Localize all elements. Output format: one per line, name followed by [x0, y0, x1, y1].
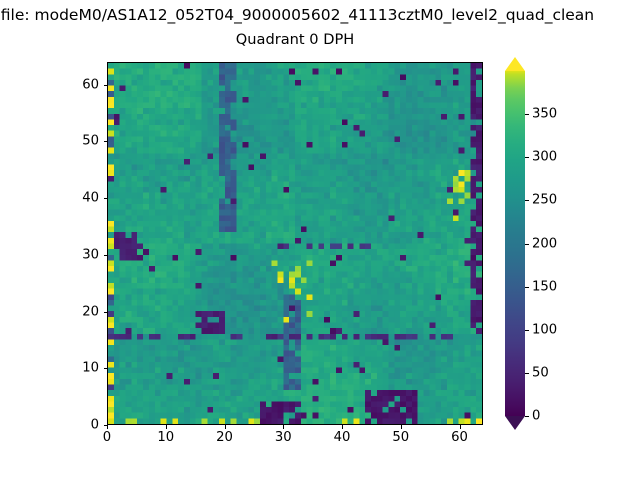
x-tick-mark — [224, 425, 226, 429]
x-tick-label: 40 — [333, 430, 351, 445]
axes-title: Quadrant 0 DPH — [235, 31, 355, 48]
colorbar-tick-mark — [525, 286, 529, 288]
colorbar-tick-mark — [525, 372, 529, 374]
colorbar-gradient — [505, 71, 525, 416]
colorbar-tick-mark — [525, 200, 529, 202]
colorbar-tick-label: 250 — [532, 192, 558, 208]
x-tick-mark — [459, 425, 461, 429]
colorbar-tick-label: 200 — [532, 236, 558, 251]
y-tick-mark — [103, 84, 107, 86]
heatmap-axes — [107, 62, 483, 425]
y-tick-mark — [103, 311, 107, 313]
colorbar-tick-label: 0 — [532, 408, 541, 424]
x-tick-label: 30 — [274, 430, 292, 445]
colorbar-tick-label: 100 — [532, 322, 558, 338]
colorbar-tick-mark — [525, 243, 529, 245]
y-tick-mark — [103, 198, 107, 200]
y-tick-mark — [103, 368, 107, 370]
x-tick-mark — [400, 425, 402, 429]
colorbar-under-arrow — [505, 416, 525, 430]
colorbar-tick-label: 300 — [532, 149, 558, 165]
y-tick-label: 30 — [82, 247, 99, 263]
x-tick-mark — [107, 425, 108, 429]
x-tick-label: 50 — [392, 430, 410, 445]
colorbar-tick-label: 350 — [532, 106, 558, 122]
x-tick-label: 10 — [157, 430, 175, 445]
x-tick-mark — [342, 425, 343, 429]
figure-suptitle: n file: modeM0/AS1A12_052T04_9000005602_… — [0, 6, 595, 24]
y-tick-label: 50 — [82, 133, 99, 149]
x-tick-label: 20 — [216, 430, 233, 445]
y-tick-label: 60 — [82, 77, 99, 93]
y-tick-mark — [103, 141, 107, 143]
colorbar-tick-mark — [525, 329, 529, 331]
colorbar-tick-label: 50 — [532, 365, 549, 381]
colorbar-over-arrow — [505, 57, 525, 71]
x-tick-mark — [165, 425, 167, 429]
heatmap-image — [108, 63, 482, 424]
y-tick-mark — [103, 254, 107, 256]
colorbar-tick-mark — [525, 114, 529, 116]
colorbar-tick-mark — [525, 157, 529, 159]
y-tick-label: 40 — [82, 190, 99, 206]
y-tick-mark — [103, 425, 107, 426]
y-tick-label: 0 — [90, 417, 99, 433]
colorbar: 0 50 100 150 200 250 300 350 — [505, 57, 557, 430]
colorbar-tick-label: 150 — [532, 279, 558, 295]
x-tick-label: 60 — [451, 430, 468, 445]
x-tick-mark — [283, 425, 285, 429]
colorbar-tick-mark — [525, 416, 529, 417]
figure-suptitle-clip: n file: modeM0/AS1A12_052T04_9000005602_… — [0, 4, 640, 26]
x-tick-label: 0 — [102, 430, 112, 445]
y-tick-label: 20 — [82, 304, 99, 320]
y-tick-label: 10 — [82, 360, 99, 376]
